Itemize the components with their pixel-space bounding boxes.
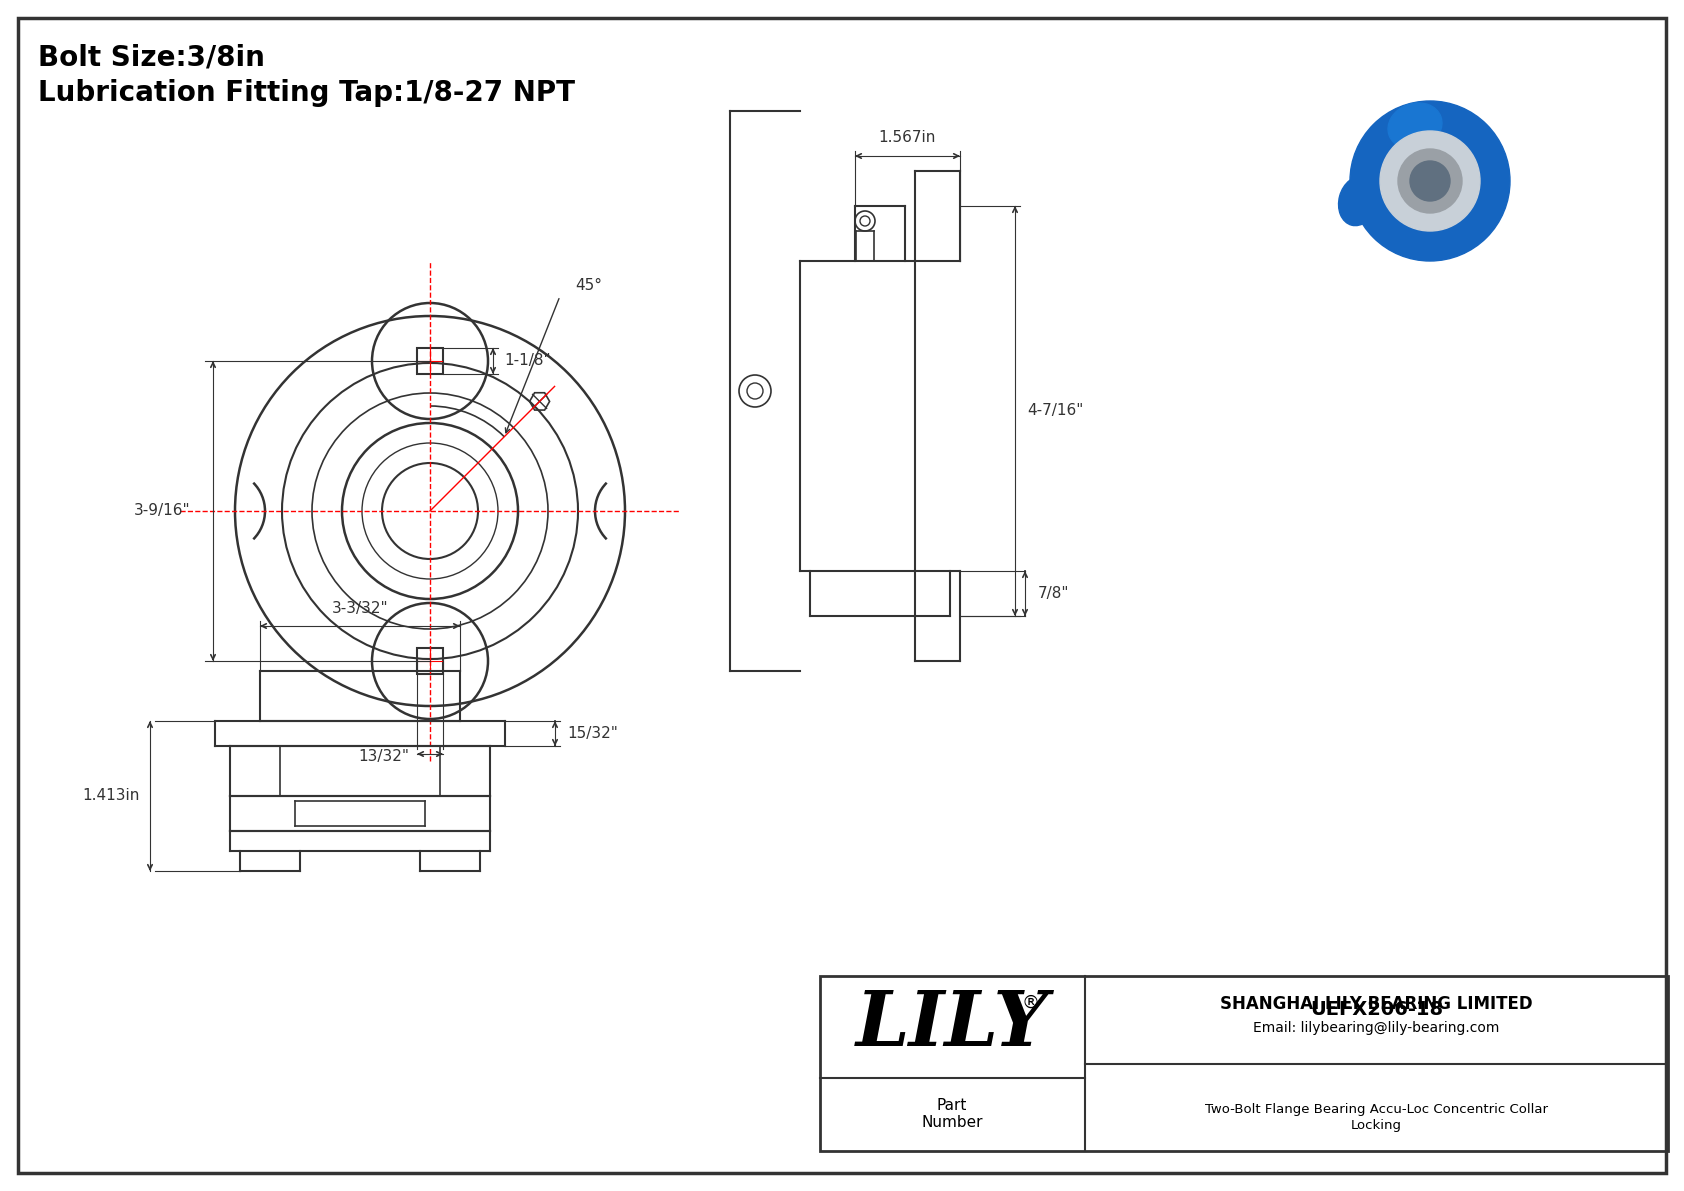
Circle shape: [1351, 101, 1511, 261]
Circle shape: [1379, 131, 1480, 231]
Text: LILY: LILY: [855, 989, 1049, 1062]
Text: SHANGHAI LILY BEARING LIMITED: SHANGHAI LILY BEARING LIMITED: [1221, 994, 1532, 1014]
Text: Bolt Size:3/8in: Bolt Size:3/8in: [39, 43, 264, 71]
Text: Part
Number: Part Number: [921, 1098, 983, 1130]
Text: 1-1/8": 1-1/8": [505, 354, 551, 368]
Text: 4-7/16": 4-7/16": [1027, 404, 1083, 418]
Text: UEFX206-18: UEFX206-18: [1310, 1000, 1443, 1019]
Text: 1.567in: 1.567in: [879, 131, 936, 145]
Text: Lubrication Fitting Tap:1/8-27 NPT: Lubrication Fitting Tap:1/8-27 NPT: [39, 79, 574, 107]
Bar: [820, 975, 1667, 1151]
Text: 3-3/32": 3-3/32": [332, 600, 389, 616]
Text: Two-Bolt Flange Bearing Accu-Loc Concentric Collar: Two-Bolt Flange Bearing Accu-Loc Concent…: [1206, 1103, 1548, 1116]
Text: 13/32": 13/32": [359, 748, 409, 763]
Text: 3-9/16": 3-9/16": [133, 504, 190, 518]
Text: 7/8": 7/8": [1037, 586, 1069, 601]
Text: ®: ®: [1021, 994, 1039, 1012]
Text: 15/32": 15/32": [568, 727, 618, 741]
Text: Locking: Locking: [1351, 1120, 1403, 1133]
Text: 1.413in: 1.413in: [83, 788, 140, 804]
Text: 45°: 45°: [574, 279, 601, 293]
Bar: [418, 648, 443, 674]
Ellipse shape: [1388, 102, 1442, 149]
Circle shape: [1410, 161, 1450, 201]
Bar: [418, 348, 443, 374]
Text: Email: lilybearing@lily-bearing.com: Email: lilybearing@lily-bearing.com: [1253, 1021, 1500, 1035]
Ellipse shape: [1339, 176, 1378, 225]
Circle shape: [1398, 149, 1462, 213]
